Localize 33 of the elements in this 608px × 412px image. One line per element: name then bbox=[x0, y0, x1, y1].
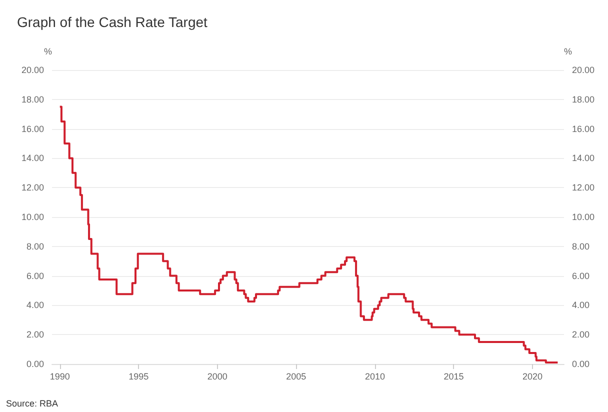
y-axis-title: % bbox=[44, 46, 52, 56]
source-note: Source: RBA bbox=[6, 398, 58, 408]
y-tick-label: 14.00 bbox=[21, 153, 44, 164]
y-tick-label: 0.00 bbox=[26, 359, 44, 369]
x-tick-label: 1990 bbox=[50, 372, 70, 382]
y2-tick-label: 0.00 bbox=[572, 359, 590, 369]
y2-tick-label: 16.00 bbox=[572, 124, 595, 134]
y-tick-label: 2.00 bbox=[26, 330, 44, 340]
y2-tick-label: 14.00 bbox=[572, 153, 595, 164]
x-tick-label: 2000 bbox=[207, 372, 228, 382]
x-tick-label: 2010 bbox=[364, 372, 385, 382]
y-tick-label: 12.00 bbox=[21, 182, 44, 193]
y2-tick-label: 4.00 bbox=[572, 300, 590, 310]
y-tick-label: 8.00 bbox=[26, 241, 44, 252]
y-tick-label: 18.00 bbox=[21, 94, 44, 104]
y2-tick-label: 8.00 bbox=[572, 241, 590, 252]
y-tick-label: 4.00 bbox=[26, 300, 44, 310]
y-tick-label: 6.00 bbox=[26, 270, 44, 281]
chart-title: Graph of the Cash Rate Target bbox=[17, 14, 208, 30]
x-tick-label: 1995 bbox=[128, 372, 149, 382]
y2-tick-label: 20.00 bbox=[572, 65, 595, 75]
y2-tick-label: 10.00 bbox=[572, 212, 595, 222]
y2-tick-label: 6.00 bbox=[572, 270, 590, 281]
y-tick-label: 16.00 bbox=[21, 124, 44, 134]
y2-tick-label: 18.00 bbox=[572, 94, 595, 104]
y-tick-label: 20.00 bbox=[21, 65, 44, 75]
x-tick-label: 2005 bbox=[286, 372, 306, 382]
x-tick-label: 2015 bbox=[444, 372, 464, 382]
y-tick-label: 10.00 bbox=[21, 212, 44, 222]
y2-tick-label: 12.00 bbox=[572, 182, 595, 193]
x-tick-label: 2020 bbox=[522, 372, 543, 382]
y2-tick-label: 2.00 bbox=[572, 330, 590, 340]
y2-axis-title: % bbox=[564, 46, 572, 56]
